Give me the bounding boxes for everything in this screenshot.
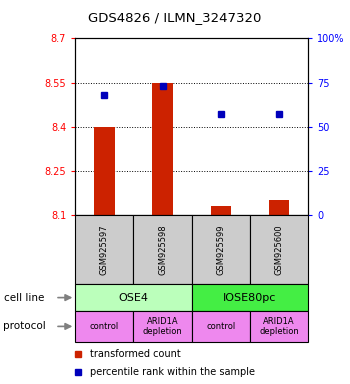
- Bar: [133, 311, 192, 342]
- Text: GSM925598: GSM925598: [158, 224, 167, 275]
- Bar: [269, 200, 289, 215]
- Text: percentile rank within the sample: percentile rank within the sample: [90, 367, 255, 377]
- Bar: [94, 127, 114, 215]
- Text: IOSE80pc: IOSE80pc: [223, 293, 276, 303]
- Bar: [192, 311, 250, 342]
- Text: cell line: cell line: [4, 293, 44, 303]
- Text: GDS4826 / ILMN_3247320: GDS4826 / ILMN_3247320: [88, 11, 262, 24]
- Text: ARID1A
depletion: ARID1A depletion: [259, 317, 299, 336]
- Text: GSM925597: GSM925597: [100, 224, 109, 275]
- Text: GSM925600: GSM925600: [274, 224, 284, 275]
- Bar: [152, 83, 173, 215]
- Text: OSE4: OSE4: [118, 293, 148, 303]
- Text: ARID1A
depletion: ARID1A depletion: [143, 317, 182, 336]
- Bar: [133, 215, 192, 284]
- Text: control: control: [90, 322, 119, 331]
- Bar: [250, 311, 308, 342]
- Text: control: control: [206, 322, 235, 331]
- Bar: [211, 206, 231, 215]
- Bar: [250, 215, 308, 284]
- Bar: [192, 215, 250, 284]
- Bar: [75, 311, 133, 342]
- Bar: [75, 215, 133, 284]
- Text: GSM925599: GSM925599: [216, 224, 225, 275]
- Bar: [192, 284, 308, 311]
- Text: transformed count: transformed count: [90, 349, 181, 359]
- Text: protocol: protocol: [4, 321, 46, 331]
- Bar: [75, 284, 192, 311]
